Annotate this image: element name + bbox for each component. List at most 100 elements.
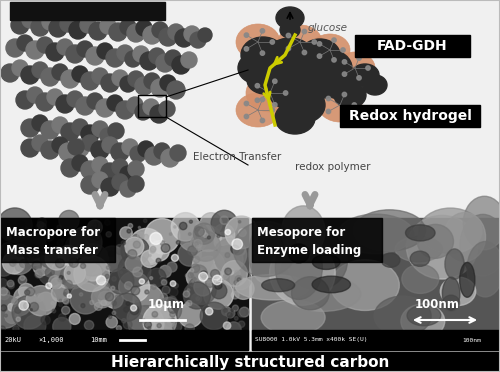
Circle shape — [12, 296, 46, 329]
Circle shape — [94, 223, 98, 228]
Circle shape — [238, 221, 241, 223]
Circle shape — [188, 276, 216, 304]
Circle shape — [326, 109, 330, 114]
Circle shape — [270, 108, 274, 112]
Ellipse shape — [276, 236, 322, 299]
Circle shape — [45, 268, 54, 277]
Circle shape — [168, 304, 177, 313]
Text: FAD-GDH: FAD-GDH — [376, 39, 448, 53]
Circle shape — [92, 121, 108, 137]
Circle shape — [36, 292, 56, 311]
Circle shape — [194, 227, 204, 236]
Circle shape — [178, 243, 201, 266]
Circle shape — [108, 315, 112, 318]
Circle shape — [48, 276, 61, 288]
Circle shape — [150, 232, 162, 244]
Circle shape — [89, 22, 107, 40]
Circle shape — [127, 307, 151, 330]
Circle shape — [225, 253, 230, 257]
Circle shape — [178, 221, 209, 251]
Ellipse shape — [312, 255, 340, 269]
Circle shape — [0, 295, 22, 328]
Circle shape — [204, 279, 234, 309]
Circle shape — [66, 45, 84, 63]
Circle shape — [121, 241, 126, 245]
Circle shape — [270, 40, 274, 44]
Circle shape — [188, 246, 198, 256]
Circle shape — [208, 236, 210, 239]
Circle shape — [184, 291, 190, 297]
Circle shape — [172, 254, 178, 262]
Circle shape — [57, 39, 73, 55]
Circle shape — [96, 99, 114, 117]
Circle shape — [52, 117, 68, 133]
Text: Redox hydrogel: Redox hydrogel — [348, 109, 472, 123]
Circle shape — [41, 68, 59, 86]
Circle shape — [24, 315, 46, 337]
Circle shape — [29, 250, 38, 259]
Circle shape — [28, 248, 36, 256]
Ellipse shape — [264, 38, 316, 82]
Circle shape — [150, 248, 155, 253]
Text: Hierarchically structured carbon: Hierarchically structured carbon — [111, 355, 389, 369]
Circle shape — [100, 128, 116, 144]
Ellipse shape — [281, 87, 325, 123]
Circle shape — [174, 226, 176, 228]
Circle shape — [156, 258, 161, 263]
Circle shape — [36, 266, 42, 271]
Circle shape — [52, 317, 71, 336]
Circle shape — [12, 259, 17, 264]
Circle shape — [102, 282, 109, 289]
Circle shape — [332, 58, 336, 62]
Bar — [10, 2, 165, 20]
Circle shape — [216, 275, 220, 278]
Circle shape — [17, 35, 33, 51]
Circle shape — [180, 222, 187, 230]
Circle shape — [30, 302, 38, 311]
Circle shape — [211, 283, 227, 299]
Circle shape — [14, 307, 21, 313]
Circle shape — [15, 314, 18, 317]
Circle shape — [341, 48, 345, 52]
Circle shape — [44, 248, 51, 255]
Circle shape — [108, 251, 114, 257]
Circle shape — [26, 41, 44, 59]
Circle shape — [34, 246, 40, 251]
Circle shape — [143, 99, 159, 115]
Circle shape — [133, 46, 149, 62]
Circle shape — [232, 305, 238, 311]
Circle shape — [238, 321, 244, 327]
Ellipse shape — [351, 64, 379, 86]
Circle shape — [191, 294, 202, 304]
Circle shape — [127, 97, 143, 113]
Circle shape — [192, 242, 198, 248]
Circle shape — [231, 242, 244, 255]
Circle shape — [139, 279, 144, 284]
Ellipse shape — [407, 305, 440, 326]
Circle shape — [148, 268, 166, 287]
Circle shape — [116, 101, 134, 119]
Circle shape — [10, 260, 16, 266]
Circle shape — [109, 23, 127, 41]
Circle shape — [4, 314, 8, 317]
Circle shape — [57, 240, 63, 246]
Circle shape — [66, 253, 76, 263]
Circle shape — [0, 289, 10, 299]
Ellipse shape — [280, 22, 300, 38]
Ellipse shape — [334, 82, 366, 108]
Circle shape — [342, 113, 346, 118]
Ellipse shape — [374, 296, 431, 336]
Circle shape — [76, 97, 94, 115]
Circle shape — [94, 233, 100, 240]
Circle shape — [59, 299, 62, 302]
Circle shape — [126, 302, 130, 305]
Circle shape — [172, 240, 174, 243]
Circle shape — [133, 285, 164, 315]
Ellipse shape — [278, 25, 322, 59]
Ellipse shape — [249, 224, 282, 283]
Circle shape — [196, 297, 200, 301]
Circle shape — [210, 270, 220, 279]
Circle shape — [120, 76, 136, 92]
Circle shape — [69, 314, 80, 324]
Circle shape — [240, 307, 250, 317]
